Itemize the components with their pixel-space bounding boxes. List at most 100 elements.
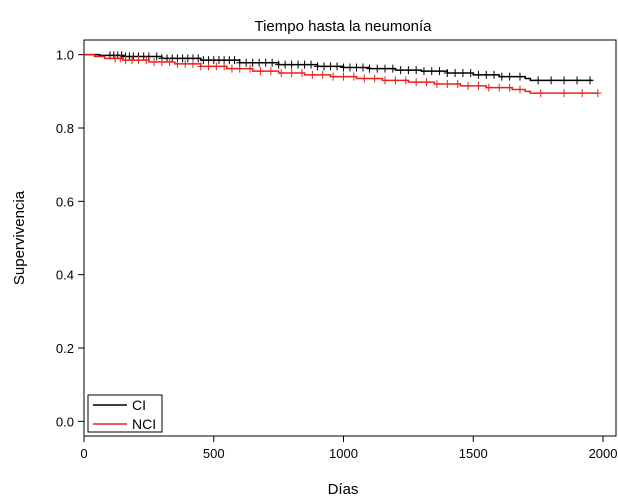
censor-mark-nci xyxy=(277,69,285,77)
censor-mark-ci xyxy=(412,66,420,75)
censor-mark-nci xyxy=(197,62,205,71)
censor-mark-ci xyxy=(153,52,161,61)
censor-mark-nci xyxy=(181,59,189,68)
x-tick-label: 500 xyxy=(203,446,225,461)
censor-mark-ci xyxy=(498,72,506,81)
censor-mark-nci xyxy=(423,78,431,87)
censor-mark-ci xyxy=(381,64,389,73)
censor-mark-ci xyxy=(294,60,302,69)
censor-mark-nci xyxy=(391,76,399,85)
censor-mark-ci xyxy=(231,56,239,65)
censor-mark-ci xyxy=(420,67,428,76)
censor-mark-nci xyxy=(340,72,348,81)
censor-mark-ci xyxy=(255,58,263,67)
censor-mark-ci xyxy=(459,69,467,77)
censor-mark-nci xyxy=(402,76,410,85)
censor-mark-ci xyxy=(586,76,594,85)
y-tick-label: 0.6 xyxy=(56,194,74,209)
censor-mark-nci xyxy=(485,83,493,92)
legend-label-ci: CI xyxy=(132,397,146,413)
censor-mark-nci xyxy=(173,59,181,68)
censor-mark-ci xyxy=(573,76,581,85)
y-axis-label: Supervivencia xyxy=(11,190,28,285)
censor-mark-ci xyxy=(268,58,276,67)
plot-frame xyxy=(83,39,617,437)
censor-mark-nci xyxy=(134,56,142,65)
censor-mark-nci xyxy=(256,67,264,76)
censor-mark-ci xyxy=(443,69,451,77)
censor-mark-nci xyxy=(246,64,254,73)
censor-mark-nci xyxy=(150,58,158,66)
censor-mark-ci xyxy=(474,70,482,79)
censor-mark-ci xyxy=(314,62,322,71)
censor-mark-ci xyxy=(333,62,341,71)
censor-mark-ci xyxy=(482,70,490,79)
censor-mark-nci xyxy=(189,59,197,68)
series-layer xyxy=(84,51,602,98)
censor-mark-ci xyxy=(288,60,296,69)
y-tick-label: 1.0 xyxy=(56,48,74,63)
censor-mark-ci xyxy=(389,64,397,73)
censor-mark-nci xyxy=(308,70,316,79)
x-axis: 0 500 1000 1500 2000 xyxy=(80,436,617,461)
censor-mark-nci xyxy=(158,58,166,66)
censor-mark-nci xyxy=(495,83,503,92)
censor-mark-nci xyxy=(166,58,174,66)
censor-mark-ci xyxy=(560,76,568,85)
x-tick-label: 0 xyxy=(80,446,87,461)
censor-mark-ci xyxy=(301,60,309,69)
censor-mark-nci xyxy=(443,80,451,88)
y-tick-label: 0.0 xyxy=(56,414,74,429)
censor-mark-nci xyxy=(594,89,602,98)
censor-mark-ci xyxy=(352,63,360,72)
censor-mark-ci xyxy=(242,58,250,67)
censor-mark-nci xyxy=(560,89,568,98)
censor-mark-ci xyxy=(516,72,524,81)
censor-mark-ci xyxy=(397,66,405,75)
censor-mark-ci xyxy=(340,63,348,72)
censor-mark-ci xyxy=(346,63,354,72)
censor-mark-nci xyxy=(220,62,228,71)
chart-title: Tiempo hasta la neumonía xyxy=(254,18,432,35)
censor-mark-ci xyxy=(327,62,335,71)
series-line-nci xyxy=(84,53,598,94)
censor-mark-nci xyxy=(454,80,462,88)
censor-mark-nci xyxy=(464,81,472,90)
censor-mark-ci xyxy=(275,60,283,69)
x-tick-label: 1000 xyxy=(329,446,358,461)
censor-mark-nci xyxy=(360,74,368,83)
censor-mark-ci xyxy=(404,66,412,75)
y-tick-label: 0.2 xyxy=(56,341,74,356)
censor-mark-ci xyxy=(490,70,498,79)
censor-mark-nci xyxy=(371,74,379,83)
censor-mark-nci xyxy=(537,89,545,98)
y-axis: 0.0 0.2 0.4 0.6 0.8 1.0 xyxy=(56,48,84,429)
legend-label-nci: NCI xyxy=(132,416,156,432)
censor-mark-nci xyxy=(329,72,337,81)
censor-mark-ci xyxy=(436,67,444,76)
censor-mark-nci xyxy=(516,85,524,94)
y-tick-label: 0.4 xyxy=(56,268,74,283)
censor-mark-ci xyxy=(262,58,270,67)
censor-mark-nci xyxy=(142,56,150,65)
y-tick-label: 0.8 xyxy=(56,121,74,136)
censor-mark-ci xyxy=(373,64,381,73)
censor-mark-ci xyxy=(534,76,542,85)
censor-mark-nci xyxy=(319,70,327,79)
censor-mark-ci xyxy=(451,69,459,77)
censor-mark-ci xyxy=(365,64,373,73)
censor-mark-ci xyxy=(307,60,315,69)
x-axis-label: Días xyxy=(328,481,359,498)
censor-mark-ci xyxy=(547,76,555,85)
censor-mark-nci xyxy=(506,83,514,92)
censor-mark-nci xyxy=(474,81,482,90)
censor-mark-nci xyxy=(236,64,244,73)
censor-mark-ci xyxy=(428,67,436,76)
censor-mark-nci xyxy=(205,62,213,71)
censor-mark-ci xyxy=(249,58,257,67)
censor-mark-nci xyxy=(433,80,441,88)
censor-mark-nci xyxy=(128,56,136,65)
legend: CI NCI xyxy=(87,394,163,433)
censor-mark-ci xyxy=(506,72,514,81)
censor-mark-ci xyxy=(281,60,289,69)
